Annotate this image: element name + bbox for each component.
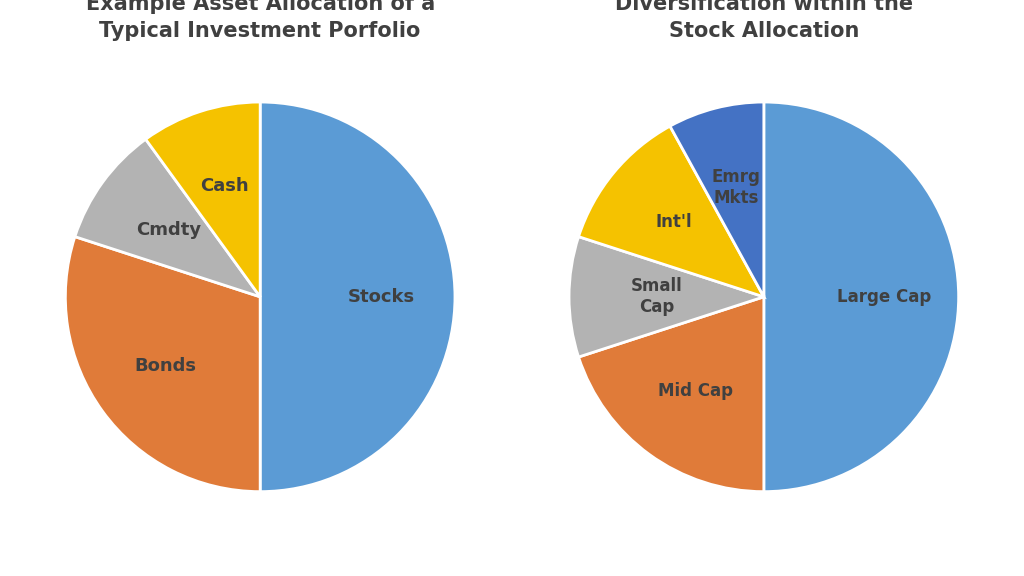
- Wedge shape: [670, 102, 764, 297]
- Wedge shape: [579, 126, 764, 297]
- Text: Int'l: Int'l: [655, 213, 692, 232]
- Wedge shape: [260, 102, 455, 492]
- Text: Emrg
Mkts: Emrg Mkts: [712, 168, 760, 207]
- Text: Stocks: Stocks: [347, 288, 415, 306]
- Text: Small
Cap: Small Cap: [631, 278, 683, 316]
- Title: Example Asset Allocation of a
Typical Investment Porfolio: Example Asset Allocation of a Typical In…: [86, 0, 435, 41]
- Wedge shape: [66, 237, 260, 492]
- Text: Mid Cap: Mid Cap: [657, 382, 732, 400]
- Text: Cash: Cash: [200, 177, 249, 195]
- Wedge shape: [569, 237, 764, 357]
- Text: Bonds: Bonds: [134, 357, 197, 374]
- Text: Cmdty: Cmdty: [136, 221, 202, 240]
- Wedge shape: [75, 139, 260, 297]
- Wedge shape: [145, 102, 260, 297]
- Title: Diversification within the
Stock Allocation: Diversification within the Stock Allocat…: [614, 0, 912, 41]
- Wedge shape: [579, 297, 764, 492]
- Wedge shape: [764, 102, 958, 492]
- Text: Large Cap: Large Cap: [838, 288, 932, 306]
